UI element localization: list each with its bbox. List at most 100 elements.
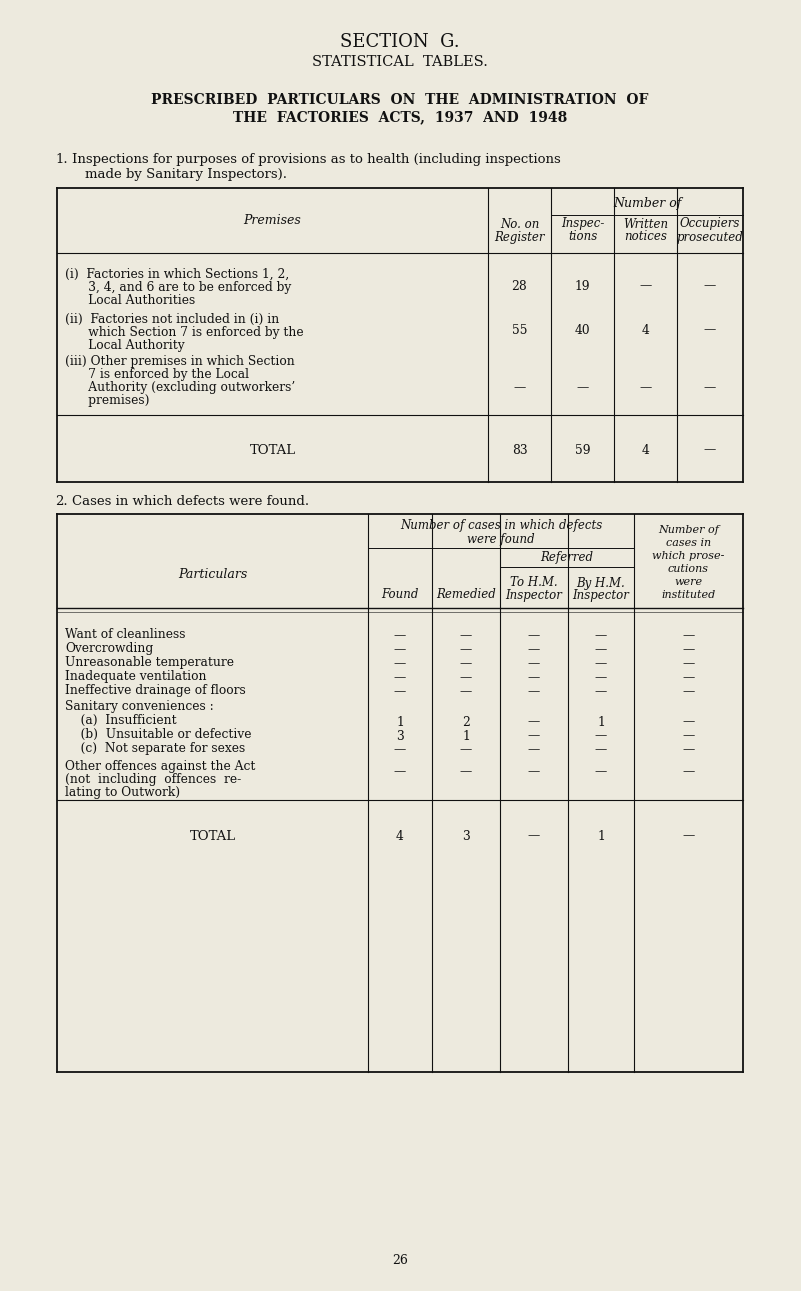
Text: 59: 59	[574, 444, 590, 457]
Text: cutions: cutions	[668, 564, 709, 574]
Text: Want of cleanliness: Want of cleanliness	[65, 627, 186, 642]
Text: —: —	[394, 744, 406, 757]
Text: —: —	[528, 744, 540, 757]
Text: Authority (excluding outworkers’: Authority (excluding outworkers’	[65, 381, 296, 394]
Text: —: —	[595, 686, 607, 698]
Text: —: —	[460, 744, 472, 757]
Text: Local Authorities: Local Authorities	[65, 294, 195, 307]
Text: Overcrowding: Overcrowding	[65, 642, 153, 655]
Text: —: —	[682, 643, 694, 657]
Text: Number of: Number of	[658, 525, 719, 534]
Text: —: —	[595, 766, 607, 778]
Text: Inspector: Inspector	[573, 590, 630, 603]
Text: (not  including  offences  re-: (not including offences re-	[65, 773, 241, 786]
Text: —: —	[460, 766, 472, 778]
Text: which prose-: which prose-	[652, 551, 725, 562]
Text: Number of cases in which defects: Number of cases in which defects	[400, 519, 602, 532]
Text: PRESCRIBED  PARTICULARS  ON  THE  ADMINISTRATION  OF: PRESCRIBED PARTICULARS ON THE ADMINISTRA…	[151, 93, 649, 107]
Text: 28: 28	[512, 279, 527, 293]
Text: 2.: 2.	[55, 494, 67, 507]
Text: 1: 1	[597, 715, 605, 728]
Text: —: —	[682, 729, 694, 742]
Text: 4: 4	[642, 444, 650, 457]
Text: 1: 1	[396, 715, 404, 728]
Text: THE  FACTORIES  ACTS,  1937  AND  1948: THE FACTORIES ACTS, 1937 AND 1948	[233, 110, 567, 124]
Text: —: —	[682, 686, 694, 698]
Text: By H.M.: By H.M.	[577, 577, 626, 590]
Text: —: —	[460, 657, 472, 670]
Text: instituted: instituted	[662, 590, 715, 600]
Text: —: —	[704, 324, 716, 337]
Text: SECTION  G.: SECTION G.	[340, 34, 460, 52]
Text: Written: Written	[623, 217, 668, 231]
Text: 19: 19	[574, 279, 590, 293]
Text: were found: were found	[467, 532, 535, 546]
Text: premises): premises)	[65, 394, 150, 407]
Text: —: —	[704, 444, 716, 457]
Text: —: —	[595, 657, 607, 670]
Text: 4: 4	[642, 324, 650, 337]
Text: (a)  Insufficient: (a) Insufficient	[65, 714, 177, 727]
Text: 2: 2	[462, 715, 470, 728]
Text: Found: Found	[381, 589, 419, 602]
Text: —: —	[513, 382, 525, 395]
Text: Inspections for purposes of provisions as to health (including inspections: Inspections for purposes of provisions a…	[72, 154, 561, 167]
Text: —: —	[595, 630, 607, 643]
Text: 26: 26	[392, 1254, 408, 1266]
Text: —: —	[460, 630, 472, 643]
Text: —: —	[682, 671, 694, 684]
Text: Other offences against the Act: Other offences against the Act	[65, 760, 256, 773]
Text: —: —	[528, 630, 540, 643]
Text: Unreasonable temperature: Unreasonable temperature	[65, 656, 234, 669]
Text: 1: 1	[597, 830, 605, 843]
Text: Sanitary conveniences :: Sanitary conveniences :	[65, 700, 214, 713]
Text: —: —	[595, 729, 607, 742]
Text: (b)  Unsuitable or defective: (b) Unsuitable or defective	[65, 728, 252, 741]
Text: —: —	[682, 657, 694, 670]
Text: (ii)  Factories not included in (i) in: (ii) Factories not included in (i) in	[65, 312, 280, 327]
Text: —: —	[394, 657, 406, 670]
Text: lating to Outwork): lating to Outwork)	[65, 786, 180, 799]
Text: —: —	[460, 671, 472, 684]
Text: —: —	[394, 643, 406, 657]
Text: Particulars: Particulars	[178, 568, 248, 581]
Text: notices: notices	[624, 231, 667, 244]
Text: —: —	[682, 630, 694, 643]
Text: Inspector: Inspector	[505, 590, 562, 603]
Text: —: —	[577, 382, 589, 395]
Text: 55: 55	[512, 324, 527, 337]
Text: Local Authority: Local Authority	[65, 340, 184, 352]
Text: —: —	[528, 715, 540, 728]
Text: 7 is enforced by the Local: 7 is enforced by the Local	[65, 368, 249, 381]
Text: —: —	[528, 671, 540, 684]
Text: 83: 83	[512, 444, 527, 457]
Text: Inspec-: Inspec-	[561, 217, 604, 231]
Text: —: —	[639, 279, 652, 293]
Text: 3, 4, and 6 are to be enforced by: 3, 4, and 6 are to be enforced by	[65, 281, 292, 294]
Text: Remedied: Remedied	[436, 589, 496, 602]
Text: —: —	[394, 671, 406, 684]
Text: cases in: cases in	[666, 538, 711, 547]
Text: —: —	[528, 643, 540, 657]
Text: 3: 3	[462, 830, 470, 843]
Text: Ineffective drainage of floors: Ineffective drainage of floors	[65, 684, 246, 697]
Text: STATISTICAL  TABLES.: STATISTICAL TABLES.	[312, 56, 488, 68]
Text: 1.: 1.	[55, 154, 67, 167]
Text: Inadequate ventilation: Inadequate ventilation	[65, 670, 207, 683]
Text: No. on: No. on	[500, 217, 539, 231]
Text: were: were	[674, 577, 702, 587]
Text: (c)  Not separate for sexes: (c) Not separate for sexes	[65, 742, 245, 755]
Text: which Section 7 is enforced by the: which Section 7 is enforced by the	[65, 327, 304, 340]
Text: 40: 40	[574, 324, 590, 337]
Text: (i)  Factories in which Sections 1, 2,: (i) Factories in which Sections 1, 2,	[65, 269, 289, 281]
Text: Number of: Number of	[613, 198, 681, 210]
Text: —: —	[460, 643, 472, 657]
Text: made by Sanitary Inspectors).: made by Sanitary Inspectors).	[85, 168, 287, 181]
Text: Occupiers: Occupiers	[680, 217, 740, 231]
Text: —: —	[704, 382, 716, 395]
Text: —: —	[682, 715, 694, 728]
Text: —: —	[528, 830, 540, 843]
Text: prosecuted: prosecuted	[677, 231, 743, 244]
Text: —: —	[682, 830, 694, 843]
Text: tions: tions	[568, 231, 597, 244]
